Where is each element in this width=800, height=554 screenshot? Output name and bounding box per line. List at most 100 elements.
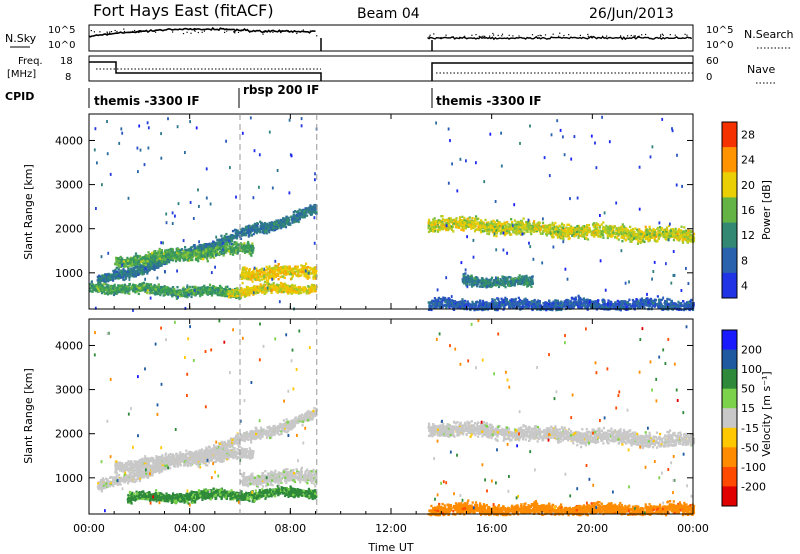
power-cell [121,257,124,260]
power-cell [119,284,122,287]
power-cell [297,275,300,278]
power-cell [210,286,213,289]
power-cell [193,253,196,257]
power-cell [280,271,283,275]
power-cell [296,290,300,293]
power-cell [212,240,215,243]
power-cell [217,241,220,244]
power-cell [104,280,107,283]
power-cell [150,290,153,293]
power-cell [304,266,307,270]
power-cell [120,259,123,262]
power-cell [482,221,485,225]
power-cell [298,208,301,211]
power-cell [303,268,306,271]
power-cell [105,288,109,291]
power-cell [150,284,153,288]
power-cell [255,267,258,270]
power-cell [147,264,150,267]
power-cell [311,267,314,270]
power-cell [261,223,264,227]
power-cell [152,264,155,267]
power-cell [291,221,294,224]
power-cell [103,290,106,293]
power-cell [251,271,254,275]
power-cell [247,227,251,230]
power-cell [148,284,151,287]
power-cell [289,223,292,226]
power-cell [90,286,93,289]
power-cell [298,274,301,277]
power-cell [142,268,145,272]
nsearch-point [186,31,188,33]
power-cell [223,292,226,295]
power-cell [294,210,297,213]
power-cell [139,271,142,275]
power-cell [165,262,168,265]
power-cell [160,255,163,258]
power-cell [220,242,223,245]
power-cell [194,285,197,289]
power-cell [271,285,274,288]
power-cell [122,260,125,263]
power-cell [199,248,202,251]
power-cell [187,257,190,261]
nsearch-point [264,30,267,33]
power-cell [230,238,233,241]
power-cell [239,237,243,240]
power-cell [276,291,279,294]
power-cell [657,235,660,238]
power-cell [208,250,211,253]
power-cell [242,293,245,297]
noise-panel-frame [88,24,694,52]
power-cell [182,250,185,253]
power-cell [213,256,216,259]
power-cell [170,247,173,251]
power-cell [106,278,110,281]
power-cell [190,295,193,299]
power-cell [223,236,226,239]
power-cell [221,294,224,297]
power-cell [440,215,443,218]
power-cell [216,293,219,297]
cpid-segment-0: themis -3300 IF [94,94,200,108]
power-cell [187,248,191,251]
power-cell [275,220,278,224]
power-cell [115,256,118,260]
power-cell [213,292,216,295]
power-cell [165,286,168,289]
power-cell [127,267,130,270]
power-cell [244,274,247,278]
power-cell [294,265,297,268]
power-cell [163,256,166,260]
power-cell [297,218,300,221]
power-cell [202,290,205,294]
power-cell [128,268,131,272]
power-cell [240,295,243,298]
power-cell [310,210,313,213]
power-cell [305,209,308,213]
power-cell [301,215,304,218]
nsearch-point [669,34,671,36]
cpid-segment-1: rbsp 200 IF [243,83,319,97]
power-cell [187,291,190,294]
power-cell [286,291,289,294]
power-cell [470,225,473,229]
power-cell [101,274,104,277]
power-cell [123,263,126,266]
power-cell [123,265,126,268]
power-cell [235,233,238,236]
power-cell [290,215,293,218]
power-cell [135,273,139,276]
power-cell [251,245,254,248]
power-cell [113,283,116,287]
power-cell [302,208,305,212]
power-cell [262,288,265,291]
power-cell [209,291,212,294]
power-cell [663,230,666,233]
power-cell [474,228,477,231]
power-cell [112,269,115,273]
power-cell [131,270,135,274]
power-cell [211,249,214,252]
power-cell [189,248,192,251]
